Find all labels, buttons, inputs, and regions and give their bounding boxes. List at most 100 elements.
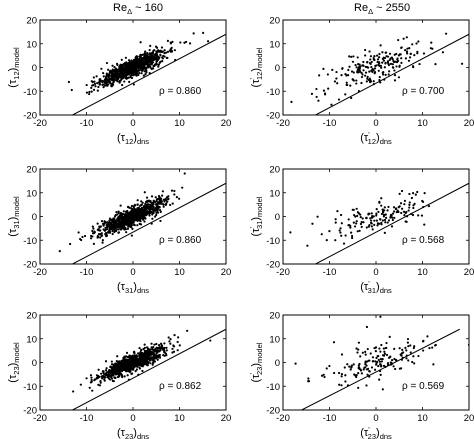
data-point [108, 70, 112, 73]
data-point [169, 338, 172, 341]
data-point [393, 210, 396, 213]
data-point [368, 224, 371, 227]
scatter-points [72, 329, 212, 393]
data-point [102, 86, 105, 89]
data-point [289, 231, 292, 234]
data-point [132, 83, 135, 86]
data-point [322, 67, 325, 70]
data-point [153, 56, 156, 59]
data-point [171, 347, 174, 350]
data-point [112, 380, 115, 383]
data-point [126, 73, 129, 76]
data-point [380, 204, 383, 207]
data-point [133, 364, 136, 367]
data-point [105, 367, 108, 370]
data-point [109, 82, 112, 85]
data-point [411, 213, 415, 217]
data-point [384, 61, 387, 65]
data-point [161, 194, 164, 197]
data-point [389, 361, 392, 364]
data-point [58, 250, 61, 253]
data-point [206, 40, 210, 43]
data-point [153, 49, 156, 52]
scatter-panel: -20 -10 0 10 20 -20 -10 0 10 20 ρ = 0.860 (τ31)dns (… [7, 165, 231, 296]
data-point [135, 74, 138, 77]
data-point [145, 206, 149, 209]
data-point [371, 70, 374, 73]
data-point [69, 242, 72, 246]
data-point [118, 216, 121, 219]
y-tick-label: 0 [275, 212, 280, 223]
data-point [128, 80, 131, 83]
data-point [327, 87, 330, 90]
correlation-label: ρ = 0.860 [159, 86, 202, 97]
data-point [290, 100, 293, 104]
data-point [336, 82, 339, 85]
x-tick-label: 10 [174, 118, 185, 129]
data-point [110, 375, 113, 379]
data-point [359, 65, 362, 68]
data-point [124, 223, 127, 226]
data-point [127, 206, 130, 209]
y-tick-label: 10 [269, 334, 280, 345]
data-point [388, 58, 391, 62]
data-point [122, 67, 125, 70]
data-point [154, 53, 157, 56]
data-point [111, 83, 115, 86]
data-point [98, 384, 102, 387]
data-point [386, 221, 389, 224]
data-point [413, 345, 416, 348]
data-point [333, 80, 337, 83]
data-point [378, 52, 381, 56]
data-point [334, 239, 337, 242]
data-point [109, 225, 112, 228]
data-point [165, 51, 168, 54]
data-point [166, 39, 170, 43]
data-point [397, 38, 400, 42]
data-point [108, 77, 112, 80]
data-point [137, 352, 140, 355]
data-point [379, 81, 382, 84]
data-point [388, 52, 392, 55]
data-point [135, 368, 138, 371]
data-point [105, 75, 108, 78]
data-point [120, 215, 124, 219]
data-point [379, 44, 382, 47]
data-point [153, 343, 156, 346]
data-point [365, 325, 369, 329]
data-point [116, 213, 119, 216]
data-point [128, 370, 131, 373]
data-point [105, 235, 108, 238]
data-point [156, 211, 160, 214]
data-point [378, 347, 381, 350]
data-point [340, 222, 343, 225]
data-point [368, 50, 371, 53]
data-point [129, 76, 132, 79]
data-point [350, 55, 353, 58]
data-point [97, 376, 100, 379]
data-point [311, 222, 314, 225]
data-point [108, 375, 111, 378]
data-point [92, 76, 95, 79]
data-point [356, 211, 360, 214]
data-point [386, 362, 390, 365]
data-point [331, 68, 334, 72]
data-point [155, 213, 158, 217]
data-point [114, 369, 117, 372]
data-point [113, 376, 117, 380]
data-point [171, 40, 174, 43]
y-tick-label: 0 [32, 212, 37, 223]
data-point [162, 354, 165, 357]
data-point [360, 220, 363, 224]
data-point [173, 334, 176, 337]
data-point [109, 365, 112, 368]
y-tick-label: 10 [26, 188, 37, 199]
data-point [362, 368, 365, 371]
data-point [156, 208, 160, 211]
data-point [344, 380, 347, 383]
x-tick-label: 10 [417, 118, 428, 129]
data-point [142, 354, 145, 357]
data-point [368, 70, 371, 73]
scatter-points [290, 32, 464, 106]
data-point [111, 225, 114, 228]
